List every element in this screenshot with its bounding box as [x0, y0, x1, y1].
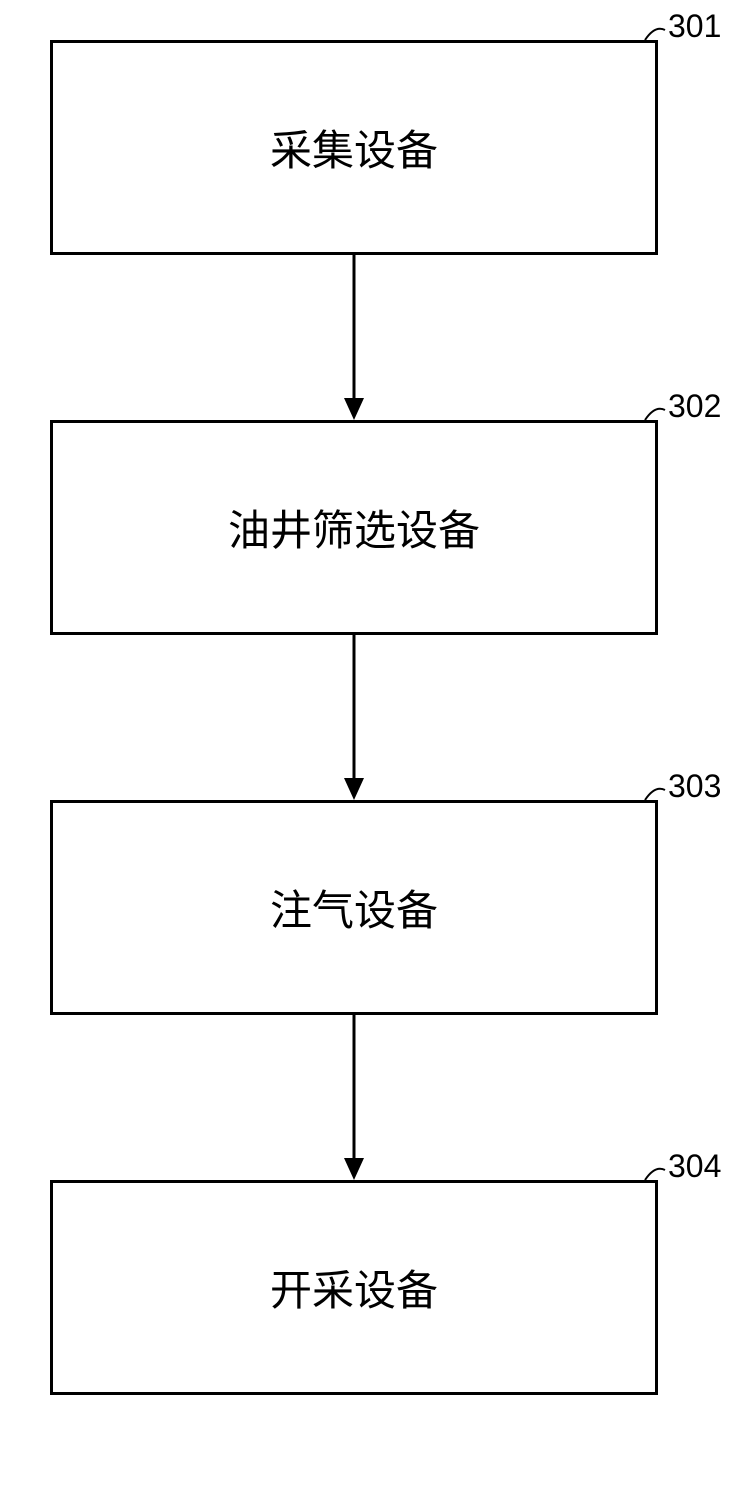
flowchart-diagram: 采集设备 301 油井筛选设备 302 注气设备 303 开采设备 304	[0, 0, 740, 1504]
flowchart-node-1: 采集设备	[50, 40, 658, 255]
node-4-annotation: 304	[668, 1148, 721, 1185]
node-1-label: 采集设备	[270, 117, 438, 178]
node-2-label: 油井筛选设备	[228, 497, 480, 558]
node-3-label: 注气设备	[270, 877, 438, 938]
node-1-annotation: 301	[668, 8, 721, 45]
node-4-label: 开采设备	[270, 1257, 438, 1318]
flowchart-node-2: 油井筛选设备	[50, 420, 658, 635]
flowchart-node-4: 开采设备	[50, 1180, 658, 1395]
node-3-annotation: 303	[668, 768, 721, 805]
node-2-annotation: 302	[668, 388, 721, 425]
flowchart-node-3: 注气设备	[50, 800, 658, 1015]
